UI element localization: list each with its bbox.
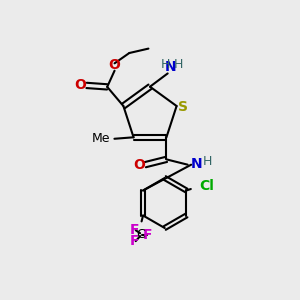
Text: Me: Me: [92, 132, 110, 145]
Text: N: N: [191, 157, 203, 171]
Text: F: F: [130, 223, 139, 237]
Text: O: O: [109, 58, 121, 72]
Text: H: H: [160, 58, 170, 70]
Text: C: C: [136, 228, 145, 241]
Text: Cl: Cl: [200, 179, 214, 193]
Text: O: O: [74, 78, 86, 92]
Text: N: N: [165, 60, 176, 74]
Text: H: H: [174, 58, 184, 71]
Text: F: F: [143, 228, 152, 242]
Text: H: H: [202, 154, 212, 168]
Text: S: S: [178, 100, 188, 115]
Text: F: F: [130, 234, 139, 248]
Text: O: O: [133, 158, 145, 172]
